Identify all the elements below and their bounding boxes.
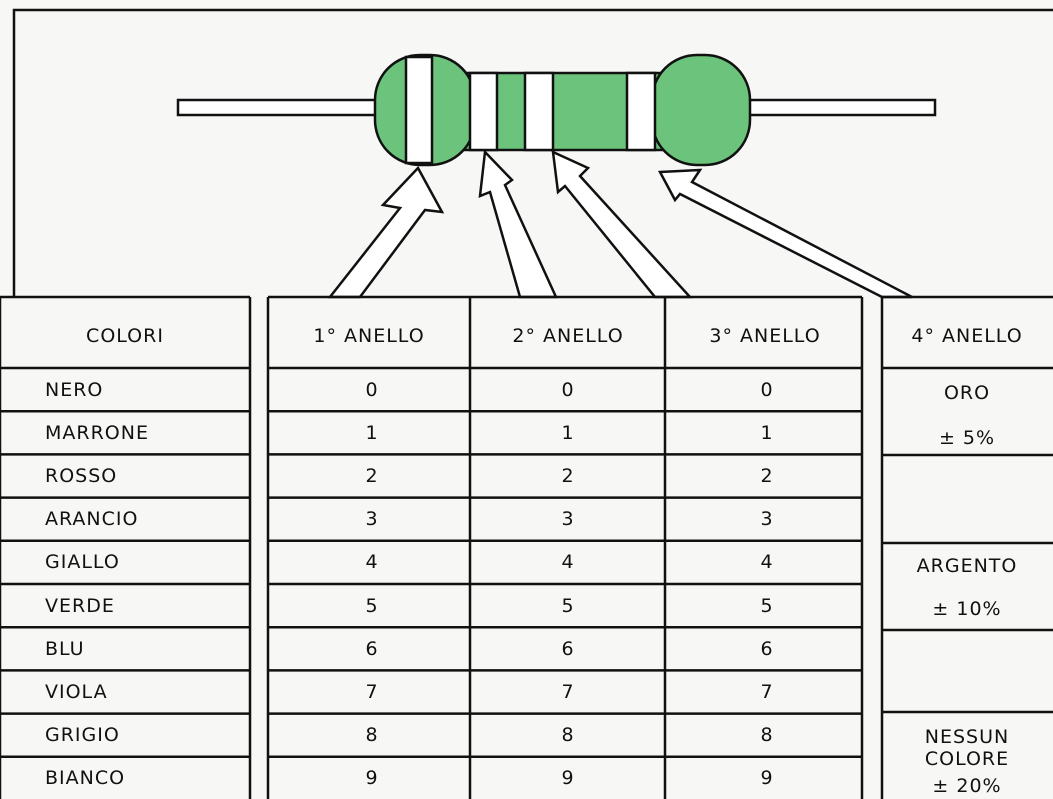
cell-text: 1 [365, 421, 379, 444]
cell-text: 8 [561, 724, 575, 747]
cell-text: 2 [760, 465, 774, 487]
cell-text: 0 [365, 378, 379, 401]
cell-text: 7 [365, 681, 379, 703]
table-lines [0, 295, 1053, 799]
band-4 [625, 71, 657, 152]
cell-text: 2° ANELLO [512, 325, 624, 347]
cell-text: 1 [561, 421, 575, 444]
cell-text: 5 [561, 594, 575, 617]
cell-text: 9 [561, 767, 575, 790]
cell-text: NERO [45, 378, 104, 401]
cell-text: 7 [760, 681, 774, 703]
cell-text: 6 [561, 637, 575, 660]
cell-text: 3 [365, 508, 379, 531]
cell-text: 0 [561, 378, 575, 401]
cell-text: 3 [561, 508, 575, 531]
frame [12, 8, 1053, 297]
arrow [327, 165, 445, 299]
cell-text: 3 [760, 508, 774, 531]
cell-text: 4 [760, 551, 774, 574]
cell-text: BLU [45, 637, 85, 660]
band-3 [523, 71, 555, 152]
body-right [650, 53, 752, 167]
cell-text: 7 [561, 681, 575, 703]
cell-text: 4° ANELLO [911, 325, 1023, 347]
band-1 [404, 55, 434, 165]
cell-text: 3° ANELLO [709, 325, 821, 347]
cell-text: ROSSO [45, 465, 118, 487]
cell-text: ARGENTO [916, 555, 1018, 577]
cell-text: 2 [561, 465, 575, 487]
cell-text: ORO [943, 382, 991, 404]
cell-text: 8 [365, 724, 379, 747]
cell-text: COLORI [86, 325, 164, 347]
cell-text: VERDE [45, 594, 115, 617]
cell-text: 8 [760, 724, 774, 747]
cell-text: 2 [365, 465, 379, 487]
cell-text: 5 [365, 594, 379, 617]
cell-text: 6 [365, 637, 379, 660]
cell-text: 1° ANELLO [313, 325, 425, 347]
cell-text: ARANCIO [45, 508, 139, 531]
cell-text: 9 [365, 767, 379, 790]
cell-text: NESSUN COLORE [924, 726, 1010, 770]
cell-text: 4 [561, 551, 575, 574]
cell-text: 5 [760, 594, 774, 617]
cell-text: VIOLA [45, 681, 108, 703]
arrow [478, 149, 558, 299]
cell-text: ± 10% [932, 598, 1002, 620]
cell-text: ± 20% [932, 775, 1002, 797]
cell-text: MARRONE [45, 421, 149, 444]
arrow [657, 168, 913, 299]
cell-text: 0 [760, 378, 774, 401]
cell-text: GRIGIO [45, 724, 120, 747]
cell-text: ± 5% [938, 427, 996, 449]
cell-text: BIANCO [45, 767, 126, 790]
cell-text: 1 [760, 421, 774, 444]
band-2 [468, 71, 499, 152]
cell-text: 6 [760, 637, 774, 660]
cell-text: GIALLO [45, 551, 120, 574]
cell-text: 9 [760, 767, 774, 790]
cell-text: 4 [365, 551, 379, 574]
